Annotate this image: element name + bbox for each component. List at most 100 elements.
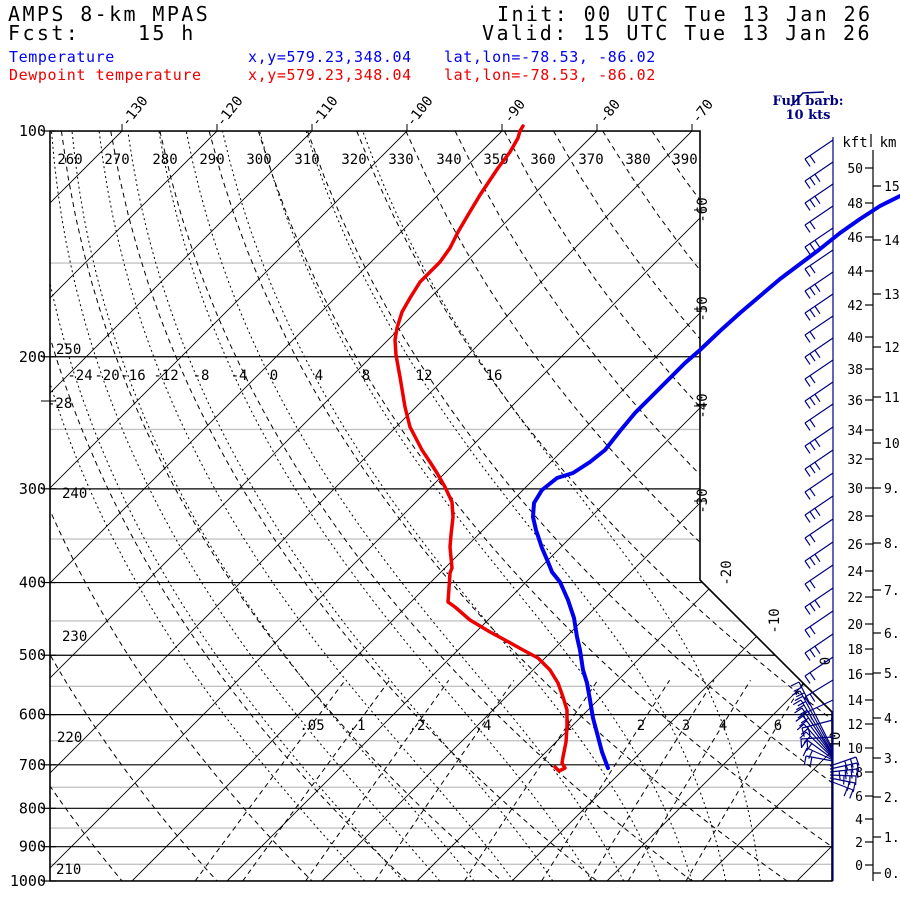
- theta-left-label: 240: [62, 486, 87, 502]
- wind-barb-feather: [799, 720, 807, 727]
- kft-label: 18: [847, 643, 863, 658]
- moist-adiabat-line: [222, 131, 661, 881]
- pressure-axis-label: 900: [19, 838, 46, 856]
- theta-label: 380: [625, 152, 650, 168]
- isotherm-right-label: -10: [767, 608, 783, 633]
- dry-adiabat-line: [454, 131, 832, 881]
- wind-barb-feather: [799, 731, 807, 739]
- kft-label: 28: [847, 510, 863, 525]
- wind-barb-feather: [800, 738, 803, 749]
- moist-adiabat-line: [185, 131, 625, 881]
- isotherm-top-label: -90: [501, 97, 529, 127]
- wind-barb-feather: [804, 202, 811, 211]
- wind-barb-feather: [809, 672, 816, 681]
- km-label: 3.: [884, 752, 900, 767]
- dry-adiabat-line: [159, 131, 693, 881]
- wind-barb-feather: [846, 781, 850, 791]
- wind-barb-feather: [814, 283, 821, 293]
- wind-barb-feather: [809, 155, 816, 164]
- dry-adiabat-line: [208, 131, 788, 881]
- kft-label: 34: [847, 424, 863, 439]
- mixing-ratio-label: .05: [299, 718, 324, 734]
- wind-barb-feather: [809, 419, 816, 428]
- wind-barb-staff: [800, 699, 834, 755]
- mixing-ratio-label: .4: [475, 718, 492, 734]
- isotherm-top-label: -100: [403, 93, 436, 129]
- wind-barb-feather: [803, 755, 807, 765]
- theta-left-label: 220: [57, 730, 82, 746]
- dry-adiabat-line: [50, 131, 408, 881]
- wind-barb-feather: [804, 158, 811, 167]
- dry-adiabat-line: [307, 131, 832, 881]
- legend-dewpoint-xy: x,y=579.23,348.04: [248, 66, 412, 84]
- km-label: 11.: [884, 391, 900, 406]
- wind-barb-feather: [814, 553, 821, 563]
- isotherm-line: [50, 131, 408, 881]
- moist-left-label: -28: [47, 396, 72, 412]
- dry-adiabat-line: [50, 131, 218, 881]
- moist-adiabat-line: [305, 131, 727, 881]
- wind-barb-feather: [806, 743, 813, 752]
- moist-adiabat-line: [71, 131, 475, 881]
- wind-barb-feather: [804, 583, 811, 592]
- km-label: 9.: [884, 482, 900, 497]
- wind-barb-feather: [804, 696, 811, 706]
- wind-barb-feather: [849, 789, 854, 799]
- km-label: 1.: [884, 831, 900, 846]
- moist-adiabat-line: [50, 131, 404, 881]
- wind-barb-feather: [814, 461, 821, 471]
- wind-barb-feather: [796, 723, 805, 731]
- wind-barb-feather: [804, 468, 811, 477]
- wind-barb-feather: [797, 701, 806, 707]
- isotherm-line: [226, 131, 832, 881]
- theta-label: 310: [294, 152, 319, 168]
- isotherm-top-label: -70: [689, 97, 717, 127]
- km-label: 7.: [884, 584, 900, 599]
- kft-label: 36: [847, 394, 863, 409]
- wind-barb-feather: [852, 782, 856, 792]
- wind-barb-staff: [829, 780, 854, 791]
- mixing-ratio-line: [374, 680, 515, 881]
- isotherm-right-label: 0: [818, 657, 834, 665]
- plot-border: [49, 130, 833, 882]
- wind-barb-feather: [804, 422, 811, 431]
- isotherm-line: [606, 131, 832, 881]
- kft-label: 38: [847, 363, 863, 378]
- wind-barb-staff: [806, 739, 834, 760]
- wind-barb-feather: [809, 331, 816, 340]
- wind-barb-staff: [829, 777, 856, 784]
- wind-barb-feather: [804, 629, 811, 638]
- wind-barb-feather: [804, 224, 811, 233]
- wind-barb-feather: [809, 243, 816, 252]
- wind-barb-feather: [797, 712, 806, 719]
- moist-adiabat-label: 12: [416, 368, 433, 384]
- legend-dewpoint-label: Dewpoint temperature: [9, 66, 202, 84]
- wind-barb-feather: [809, 626, 816, 635]
- wind-barb-feather: [850, 764, 854, 774]
- wind-barb-feather: [814, 173, 821, 183]
- kft-label: 14: [847, 694, 863, 709]
- wind-barb-staff: [803, 723, 834, 758]
- dry-adiabat-line: [110, 131, 598, 881]
- wind-barb-staff: [804, 564, 834, 585]
- wind-barb-feather: [804, 268, 811, 277]
- km-label: 0.: [884, 867, 900, 882]
- wind-barb-feather: [808, 750, 813, 759]
- wind-barb-feather: [804, 378, 811, 387]
- wind-barb-staff: [804, 633, 834, 654]
- dry-adiabat-line: [50, 131, 313, 881]
- wind-barb-feather: [792, 699, 802, 706]
- theta-label: 300: [246, 152, 271, 168]
- kft-label: 6: [855, 790, 863, 805]
- mixing-ratio-label: 3: [682, 718, 690, 734]
- wind-barb-staff: [804, 610, 834, 631]
- wind-barb-feather: [796, 692, 805, 698]
- moist-adiabat-label: -4: [231, 368, 248, 384]
- wind-barb-staff: [804, 518, 834, 539]
- moist-adiabat-label: -20: [94, 368, 119, 384]
- wind-barb-feather: [809, 557, 816, 566]
- wind-barb-feather: [796, 704, 805, 711]
- dry-adiabat-line: [700, 131, 832, 881]
- moist-adiabat-line: [259, 131, 693, 881]
